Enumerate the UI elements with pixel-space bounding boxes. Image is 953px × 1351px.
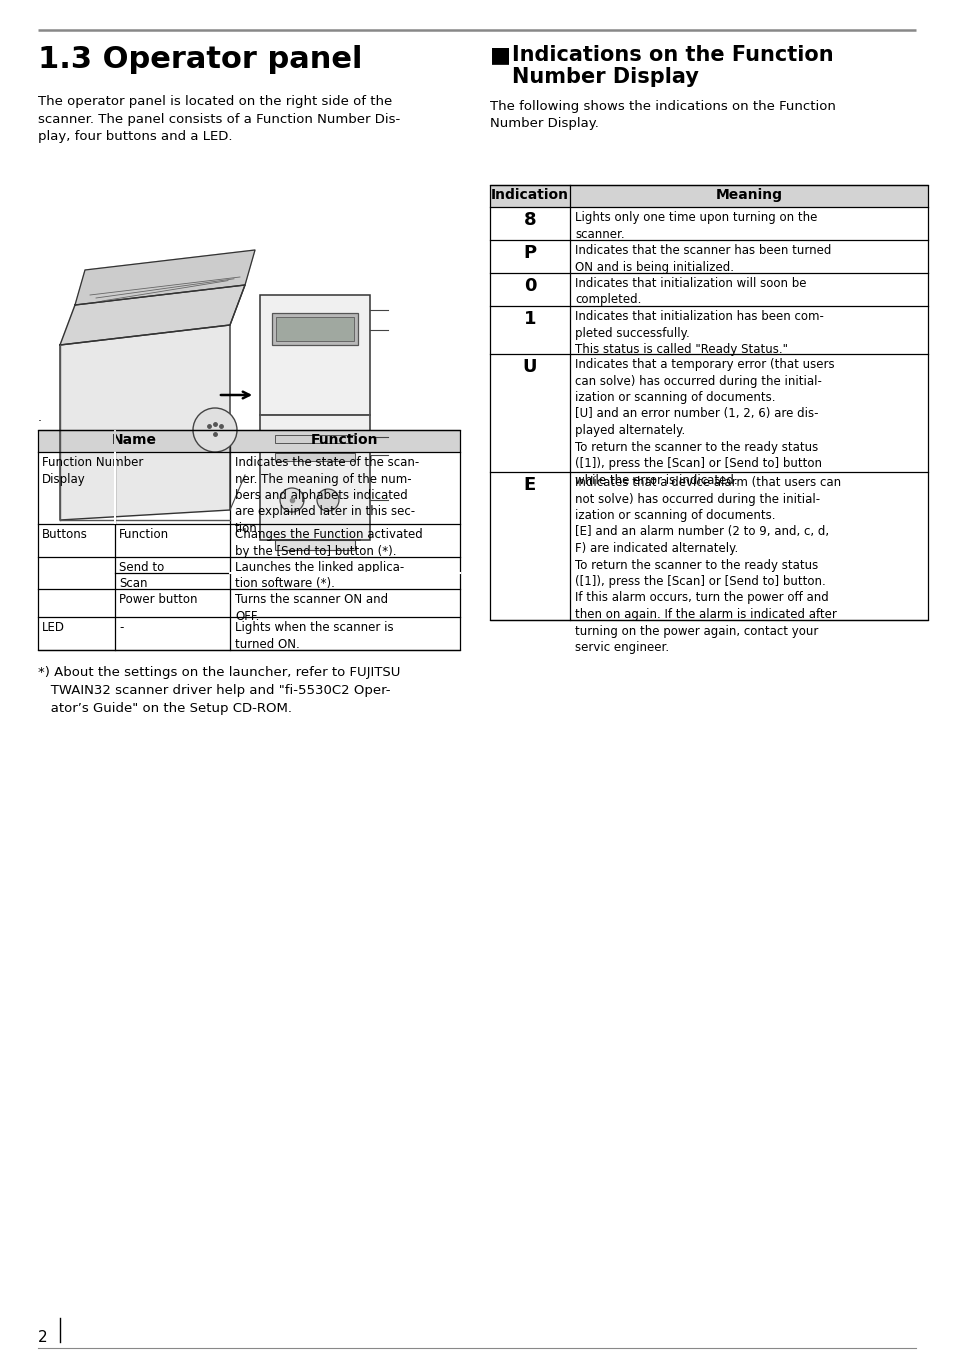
Text: Indicates that the scanner has been turned
ON and is being initialized.: Indicates that the scanner has been turn… — [575, 245, 830, 273]
Text: 1: 1 — [523, 309, 536, 328]
Text: Number Display: Number Display — [512, 68, 699, 86]
Text: ·: · — [38, 415, 42, 428]
Text: Indicates that initialization will soon be
completed.: Indicates that initialization will soon … — [575, 277, 805, 307]
Bar — [490, 185, 927, 207]
Text: Indications on the Function: Indications on the Function — [512, 45, 833, 65]
Text: *) About the settings on the launcher, refer to FUJITSU
   TWAIN32 scanner drive: *) About the settings on the launcher, r… — [38, 666, 400, 715]
Text: E: E — [523, 476, 536, 494]
Text: -: - — [119, 621, 123, 634]
Bar — [260, 415, 370, 540]
Text: 8: 8 — [523, 211, 536, 230]
Text: LED: LED — [42, 621, 65, 634]
Text: P: P — [523, 245, 536, 262]
Text: Scan: Scan — [119, 577, 148, 590]
Text: Indicates that a temporary error (that users
can solve) has occurred during the : Indicates that a temporary error (that u… — [575, 358, 834, 486]
Text: Send to: Send to — [119, 561, 164, 574]
Polygon shape — [75, 250, 254, 305]
Text: Buttons: Buttons — [42, 528, 88, 540]
Text: Function: Function — [311, 434, 378, 447]
Text: Indicates that initialization has been com-
pleted successfully.
This status is : Indicates that initialization has been c… — [575, 309, 823, 357]
Text: Lights only one time upon turning on the
scanner.: Lights only one time upon turning on the… — [575, 211, 817, 240]
Text: The following shows the indications on the Function
Number Display.: The following shows the indications on t… — [490, 100, 835, 131]
Text: U: U — [522, 358, 537, 376]
Bar — [275, 317, 354, 340]
Circle shape — [280, 488, 304, 512]
Text: Launches the linked applica-
tion software (*).: Launches the linked applica- tion softwa… — [234, 561, 404, 590]
Text: The operator panel is located on the right side of the
scanner. The panel consis: The operator panel is located on the rig… — [38, 95, 400, 143]
Bar — [38, 430, 459, 650]
Bar — [113, 453, 116, 524]
Circle shape — [316, 489, 338, 511]
Circle shape — [193, 408, 236, 453]
Text: Indicates that a device alarm (that users can
not solve) has occurred during the: Indicates that a device alarm (that user… — [575, 476, 841, 654]
Text: ■: ■ — [490, 45, 511, 65]
Polygon shape — [60, 326, 230, 520]
Bar — [272, 313, 357, 345]
Text: Function Number
Display: Function Number Display — [42, 457, 143, 485]
Bar — [38, 430, 459, 453]
Bar — [113, 430, 116, 453]
Polygon shape — [60, 285, 245, 345]
Text: 1.3 Operator panel: 1.3 Operator panel — [38, 45, 362, 74]
Text: Meaning: Meaning — [715, 188, 781, 203]
Text: Function: Function — [119, 528, 169, 540]
Text: Name: Name — [112, 434, 156, 447]
Bar — [260, 295, 370, 415]
Text: Changes the Function activated
by the [Send to] button (*).: Changes the Function activated by the [S… — [234, 528, 422, 558]
Bar — [274, 453, 355, 461]
Text: Turns the scanner ON and
OFF.: Turns the scanner ON and OFF. — [234, 593, 388, 623]
Bar — [274, 435, 355, 443]
Text: 0: 0 — [523, 277, 536, 295]
Text: Indicates the state of the scan-
ner. The meaning of the num-
bers and alphabets: Indicates the state of the scan- ner. Th… — [234, 457, 418, 535]
Text: Indication: Indication — [491, 188, 568, 203]
Bar — [490, 185, 927, 620]
Text: Lights when the scanner is
turned ON.: Lights when the scanner is turned ON. — [234, 621, 394, 650]
Bar — [274, 540, 355, 550]
Text: 2: 2 — [38, 1329, 48, 1346]
Text: Power button: Power button — [119, 593, 197, 607]
